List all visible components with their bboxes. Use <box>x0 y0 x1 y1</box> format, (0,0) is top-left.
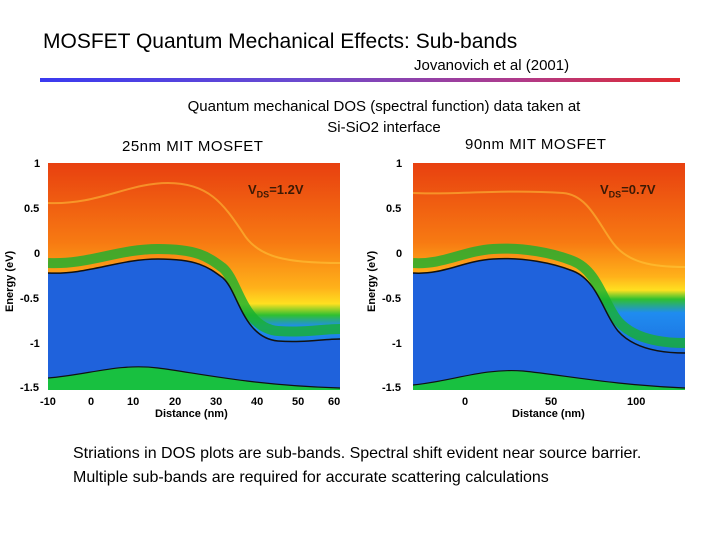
xtick-label: 30 <box>210 396 223 408</box>
x-axis-label: Distance (nm) <box>155 408 228 420</box>
lower-green-band <box>413 370 685 390</box>
vds-subscript: DS <box>608 189 622 200</box>
conduction-band-fill <box>413 258 685 390</box>
ytick-label: -1.5 <box>20 382 39 394</box>
xtick-label: 50 <box>545 396 558 408</box>
vds-subscript: DS <box>256 189 270 200</box>
title-rule <box>40 78 680 82</box>
xtick-label: 0 <box>88 396 95 408</box>
vds-symbol: V <box>248 182 257 197</box>
ytick-label: -0.5 <box>382 293 401 305</box>
vds-symbol: V <box>600 182 609 197</box>
vds-value: =1.2V <box>269 182 304 197</box>
ytick-label: -1.5 <box>382 382 401 394</box>
band-edge-line <box>48 258 340 343</box>
xtick-label: 50 <box>292 396 305 408</box>
xtick-label: 20 <box>169 396 182 408</box>
vds-label-25nm: VDS=1.2V <box>248 182 304 200</box>
ytick-label: 0.5 <box>24 203 40 215</box>
ytick-label: 0 <box>34 248 41 260</box>
subband-upper <box>413 190 685 268</box>
lower-green-band <box>48 366 340 390</box>
lower-band-line <box>48 366 340 389</box>
panel-title-90nm: 90nm MIT MOSFET <box>465 136 607 153</box>
conduction-band-fill <box>48 259 340 390</box>
footer-text: Striations in DOS plots are sub-bands. S… <box>73 445 642 486</box>
xtick-label: 40 <box>251 396 264 408</box>
xtick-label: 100 <box>627 396 646 408</box>
dos-plot-25nm <box>48 163 340 390</box>
xtick-label: 0 <box>462 396 469 408</box>
vds-value: =0.7V <box>621 182 656 197</box>
panel-title-25nm: 25nm MIT MOSFET <box>122 138 264 155</box>
dos-plot-90nm <box>413 163 685 390</box>
xtick-label: -10 <box>40 396 56 408</box>
ytick-label: 0.5 <box>386 203 402 215</box>
subband-upper <box>48 181 340 264</box>
ytick-label: 0 <box>396 248 403 260</box>
y-axis-label: Energy (eV) <box>4 250 16 312</box>
ytick-label: 1 <box>34 158 41 170</box>
x-axis-label: Distance (nm) <box>512 408 585 420</box>
slide-title: MOSFET Quantum Mechanical Effects: Sub-b… <box>43 30 518 53</box>
y-axis-label: Energy (eV) <box>366 250 378 312</box>
green-band-edge <box>413 243 685 348</box>
ytick-label: -1 <box>30 338 40 350</box>
green-band-edge <box>48 243 340 337</box>
ytick-label: -0.5 <box>20 293 39 305</box>
ytick-label: 1 <box>396 158 403 170</box>
vds-label-90nm: VDS=0.7V <box>600 182 656 200</box>
xtick-label: 60 <box>328 396 341 408</box>
citation: Jovanovich et al (2001) <box>414 57 570 74</box>
ytick-label: -1 <box>392 338 402 350</box>
xtick-label: 10 <box>127 396 140 408</box>
caption: Quantum mechanical DOS (spectral functio… <box>187 98 581 136</box>
band-edge-line <box>413 257 685 354</box>
lower-band-line <box>413 369 685 389</box>
